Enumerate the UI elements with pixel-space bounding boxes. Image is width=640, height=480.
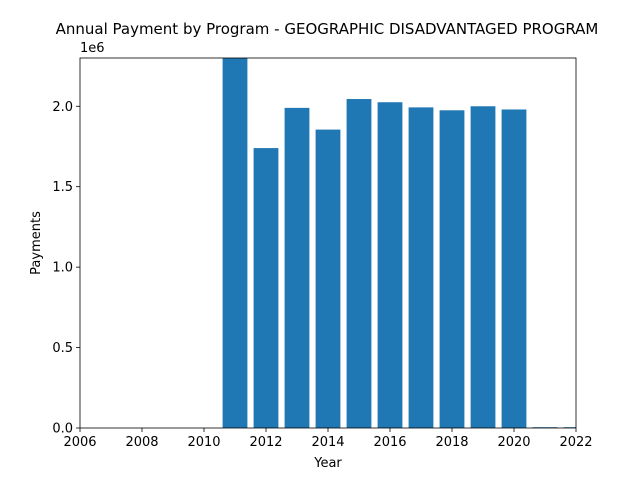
bar-2021	[532, 427, 558, 428]
y-tick-label: 2.0	[52, 100, 73, 115]
bar-2018	[439, 110, 465, 429]
x-tick-label: 2018	[435, 435, 468, 450]
x-tick-label: 2012	[249, 435, 282, 450]
x-tick-label: 2022	[559, 435, 592, 450]
x-axis: 2006 2008 2010 2012 2014 2016 2018 2020 2022	[63, 428, 593, 450]
x-tick-label: 2008	[125, 435, 158, 450]
x-axis-label: Year	[313, 456, 342, 471]
x-tick-label: 2014	[311, 435, 344, 450]
y-axis: 0.0 0.5 1.0 1.5 2.0	[52, 100, 80, 437]
x-tick-label: 2016	[373, 435, 406, 450]
y-tick-label: 1.0	[52, 261, 73, 276]
bar-2011	[222, 58, 248, 428]
bar-2019	[470, 106, 496, 429]
y-tick-label: 1.5	[52, 180, 73, 195]
y-tick-label: 0.0	[52, 422, 73, 437]
bar-2015	[346, 99, 372, 429]
y-axis-label: Payments	[29, 211, 44, 275]
bar-2020	[501, 109, 527, 428]
x-tick-label: 2010	[187, 435, 220, 450]
chart-title: Annual Payment by Program - GEOGRAPHIC D…	[56, 20, 599, 38]
bar-2013	[284, 107, 310, 428]
x-tick-label: 2020	[497, 435, 530, 450]
bar-2016	[377, 102, 403, 428]
x-tick-label: 2006	[63, 435, 96, 450]
plot-frame	[79, 57, 577, 429]
bar-2022	[563, 427, 576, 428]
y-tick-label: 0.5	[52, 341, 73, 356]
bar-2014	[315, 129, 341, 428]
bars-group	[222, 58, 576, 429]
y-offset-label: 1e6	[80, 41, 105, 56]
bar-2017	[408, 107, 434, 428]
bar-2012	[253, 148, 279, 428]
